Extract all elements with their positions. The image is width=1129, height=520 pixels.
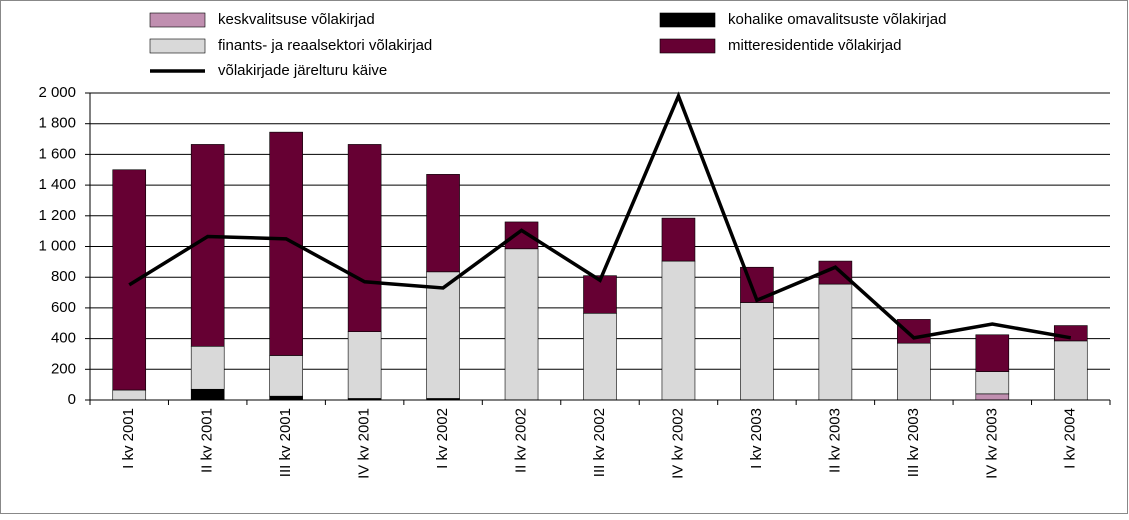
legend-swatch bbox=[149, 12, 206, 28]
legend-swatch bbox=[659, 12, 716, 28]
bar-segment bbox=[426, 174, 460, 273]
bar-segment bbox=[190, 388, 225, 401]
x-tick-label: IV kv 2003 bbox=[983, 408, 1000, 479]
legend-label: keskvalitsuse võlakirjad bbox=[218, 11, 375, 28]
y-tick-label: 600 bbox=[51, 299, 76, 316]
x-tick-label: IV kv 2001 bbox=[356, 408, 373, 479]
bar-segment bbox=[112, 389, 147, 401]
x-tick-label: I kv 2003 bbox=[748, 408, 765, 469]
x-tick-label: III kv 2001 bbox=[277, 408, 294, 477]
x-tick-label: II kv 2002 bbox=[513, 408, 530, 473]
bar-segment bbox=[583, 312, 617, 401]
legend-swatch bbox=[149, 38, 206, 54]
bar-segment bbox=[975, 393, 1010, 401]
legend-swatch bbox=[659, 38, 716, 54]
y-tick-label: 1 400 bbox=[38, 176, 76, 193]
y-tick-label: 1 600 bbox=[38, 145, 76, 162]
x-tick-label: II kv 2001 bbox=[199, 408, 216, 473]
y-tick-label: 1 800 bbox=[38, 115, 76, 132]
bar-segment bbox=[897, 319, 931, 344]
bar-segment bbox=[1053, 340, 1088, 401]
legend-label: finants- ja reaalsektori võlakirjad bbox=[218, 37, 432, 54]
bar-segment bbox=[975, 371, 1010, 395]
legend-label: võlakirjade järelturu käive bbox=[218, 62, 387, 79]
y-tick-label: 0 bbox=[68, 391, 76, 408]
bar-segment bbox=[661, 260, 696, 401]
x-tick-label: II kv 2003 bbox=[826, 408, 843, 473]
y-tick-label: 2 000 bbox=[38, 84, 76, 101]
bar-segment bbox=[740, 302, 774, 401]
y-tick-label: 1 000 bbox=[38, 237, 76, 254]
bar-segment bbox=[269, 395, 303, 401]
y-tick-label: 400 bbox=[51, 330, 76, 347]
x-tick-label: I kv 2002 bbox=[434, 408, 451, 469]
bar-segment bbox=[975, 334, 1010, 372]
x-tick-label: I kv 2001 bbox=[120, 408, 137, 469]
bar-segment bbox=[426, 271, 460, 399]
bar-segment bbox=[190, 345, 225, 390]
legend-label: kohalike omavalitsuste võlakirjad bbox=[728, 11, 946, 28]
x-tick-label: IV kv 2002 bbox=[669, 408, 686, 479]
bar-segment bbox=[661, 217, 696, 262]
bar-segment bbox=[112, 169, 147, 391]
bar-segment bbox=[347, 331, 382, 399]
y-tick-label: 1 200 bbox=[38, 207, 76, 224]
bar-segment bbox=[897, 342, 931, 401]
line bbox=[128, 91, 1072, 340]
bar-segment bbox=[1053, 325, 1088, 342]
bar-segment bbox=[504, 221, 539, 250]
bar-segment bbox=[504, 248, 539, 401]
x-tick-label: III kv 2003 bbox=[905, 408, 922, 477]
legend-label: mitteresidentide võlakirjad bbox=[728, 37, 901, 54]
bar-segment bbox=[269, 355, 303, 397]
x-tick-label: III kv 2002 bbox=[591, 408, 608, 477]
y-tick-label: 200 bbox=[51, 360, 76, 377]
bar-segment bbox=[347, 144, 382, 332]
bar-segment bbox=[818, 283, 853, 401]
x-tick-label: I kv 2004 bbox=[1062, 408, 1079, 469]
y-tick-label: 800 bbox=[51, 268, 76, 285]
